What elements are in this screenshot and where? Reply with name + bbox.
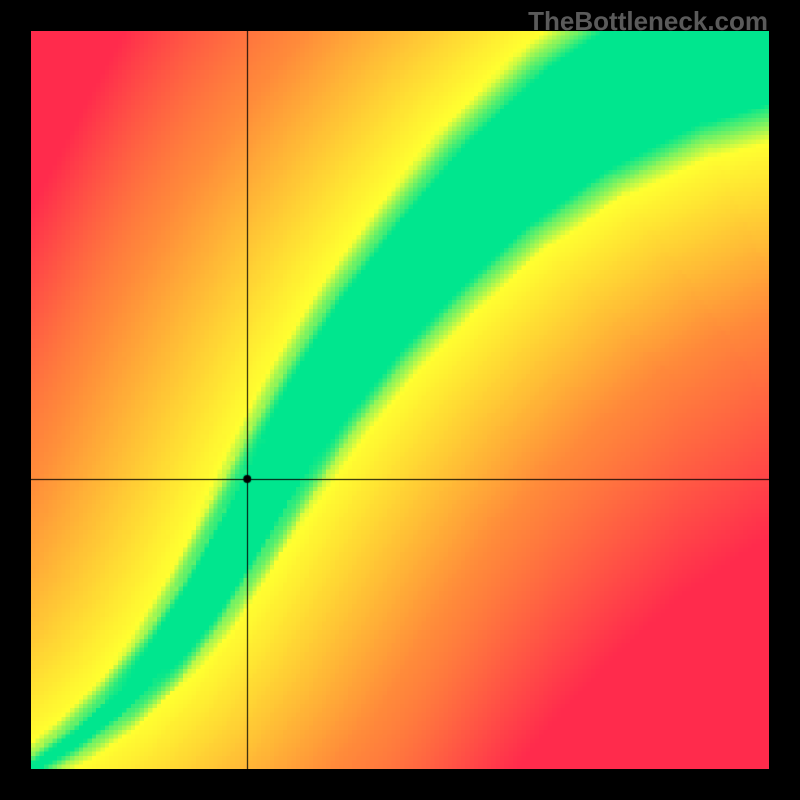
crosshair-overlay [31, 31, 769, 769]
watermark-text: TheBottleneck.com [528, 6, 768, 37]
chart-container: TheBottleneck.com [0, 0, 800, 800]
